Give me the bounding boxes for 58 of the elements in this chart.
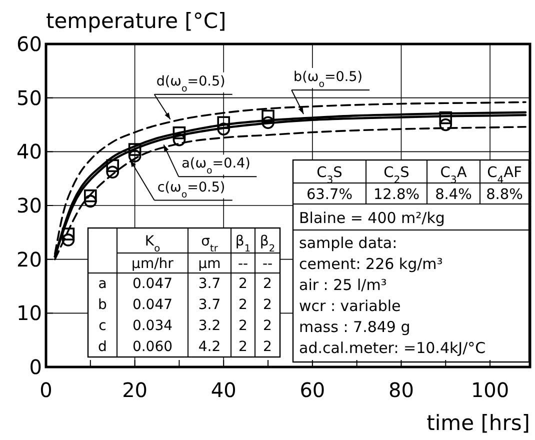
y-tick-label: 40 xyxy=(16,140,42,164)
annotation: 2 xyxy=(263,339,272,355)
annotation: a(ω$_{o}$=0.4) xyxy=(182,156,250,176)
x-tick-label: 100 xyxy=(470,378,510,402)
annotation: 0.034 xyxy=(132,318,173,334)
y-tick-label: 30 xyxy=(16,194,42,218)
annotation: d xyxy=(98,339,107,355)
annotation: wcr : variable xyxy=(299,297,401,315)
annotation: 8.8% xyxy=(486,187,523,203)
annotation: µm/hr xyxy=(132,256,174,272)
annotation: -- xyxy=(238,256,248,272)
annotation: 0.060 xyxy=(132,339,173,355)
annotation: 3.7 xyxy=(198,297,221,313)
annotation: 2 xyxy=(263,276,272,292)
annotation: µm xyxy=(198,256,221,272)
annotation: 12.8% xyxy=(373,187,420,203)
annotation: ad.cal.meter: =10.4kJ/°C xyxy=(299,339,486,357)
annotation: 2 xyxy=(238,318,248,334)
annotation: c(ω$_{o}$=0.5) xyxy=(157,179,226,200)
annotation: sample data: xyxy=(299,234,398,252)
annotation: 2 xyxy=(263,318,272,334)
annotation: -- xyxy=(262,256,273,272)
annotation: β$_{1}$ xyxy=(235,234,251,254)
annotation: a xyxy=(98,276,107,292)
x-tick-label: 40 xyxy=(210,378,236,402)
annotation: K$_{o}$ xyxy=(144,234,160,254)
y-tick-label: 50 xyxy=(16,86,42,110)
annotation: σ$_{tr}$ xyxy=(201,234,219,254)
x-tick-label: 80 xyxy=(388,378,414,402)
annotation: 4.2 xyxy=(198,339,221,355)
annotation: 2 xyxy=(238,276,248,292)
y-tick-label: 20 xyxy=(16,247,42,272)
annotation: 63.7% xyxy=(306,187,353,203)
annotation: Blaine = 400 m²/kg xyxy=(299,209,445,227)
annotation: 8.4% xyxy=(435,187,472,203)
x-tick-label: 20 xyxy=(122,378,148,402)
annotation: cement: 226 kg/m³ xyxy=(299,255,443,273)
annotation: 2 xyxy=(263,297,272,313)
annotation: air : 25 l/m³ xyxy=(299,276,387,294)
x-axis-title: time [hrs] xyxy=(426,411,530,435)
annotation: 3.2 xyxy=(198,318,221,334)
annotation: β$_{2}$ xyxy=(260,234,276,254)
annotation: 2 xyxy=(238,297,248,313)
annotation: 0.047 xyxy=(132,297,173,313)
annotation: c xyxy=(98,318,106,334)
y-axis-title: temperature [°C] xyxy=(46,9,226,33)
y-tick-label: 0 xyxy=(29,355,42,379)
y-tick-label: 60 xyxy=(16,32,42,56)
annotation: mass : 7.849 g xyxy=(299,318,410,336)
annotation: 0.047 xyxy=(132,276,173,292)
annotation: b xyxy=(98,297,108,313)
annotation: d(ω$_{o}$=0.5) xyxy=(156,73,226,94)
x-tick-label: 60 xyxy=(300,378,326,402)
y-tick-label: 10 xyxy=(16,301,42,326)
annotation: C$_{4}$AF xyxy=(487,165,522,186)
annotation: b(ω$_{o}$=0.5) xyxy=(294,68,363,90)
annotation: 3.7 xyxy=(198,276,221,292)
annotation: 2 xyxy=(238,339,248,355)
